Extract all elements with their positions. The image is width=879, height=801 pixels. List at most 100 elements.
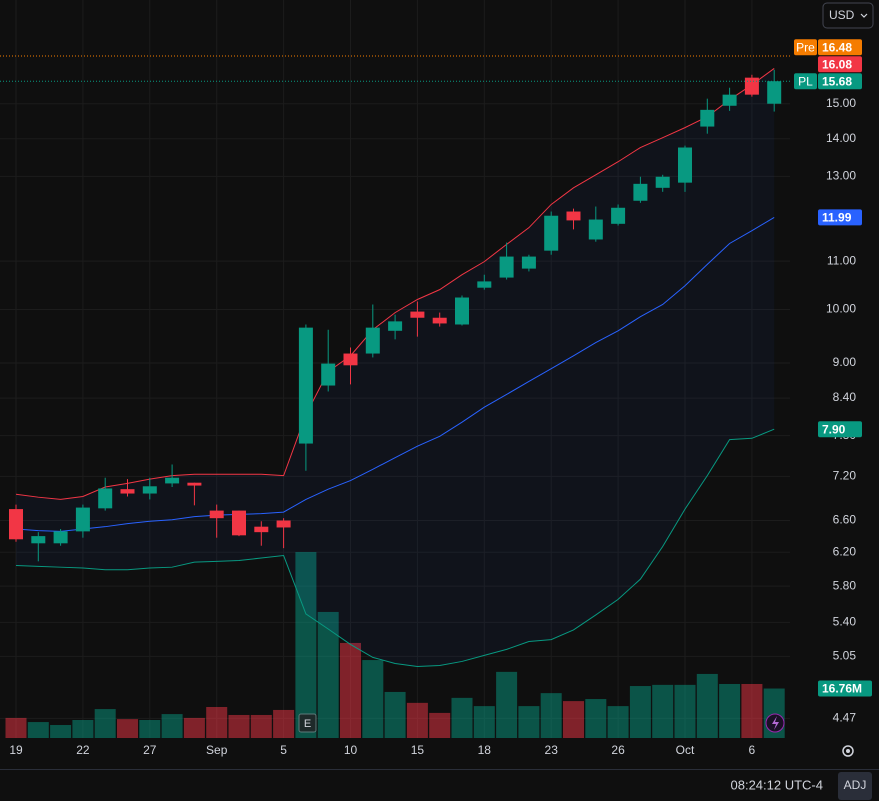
candle-body [700,109,715,127]
volume-bar [429,712,451,738]
volume-bar [518,706,540,738]
volume-bar [607,706,629,738]
price-tag-box [818,421,862,438]
candle-body [767,81,782,104]
candle-body [566,211,581,221]
price-tag-box [818,680,872,697]
settings-icon[interactable] [842,745,854,757]
candle-body [455,297,469,325]
clock: 08:24:12 UTC-4 [731,777,824,792]
volume-bar [94,709,116,738]
volume-bar [362,660,384,738]
y-tick-label: 14.00 [826,131,856,145]
volume-bar [696,673,718,738]
candle-body [611,207,626,224]
price-tag-label-box [794,39,817,56]
volume-bar [228,714,250,738]
adjust-button[interactable] [838,772,872,800]
volume-bar [652,684,674,738]
band-line [15,68,775,500]
price-tag-value: 16.76M [822,682,862,696]
candle-body [31,536,46,544]
candle-body [254,526,269,533]
alert-bolt [772,716,779,730]
candle-body [98,488,113,509]
y-tick-label: 4.47 [833,710,857,724]
candle-body [276,520,291,528]
x-tick-label: 23 [545,743,559,757]
volume-bar [563,701,584,738]
volume-bar [161,714,183,738]
x-tick-label: 26 [611,743,625,757]
candle-body [722,94,737,106]
adjust-label[interactable]: ADJ [844,778,867,792]
candle-body [343,353,358,366]
volume-bar [540,693,562,738]
volume-bar [5,717,27,738]
price-tag-value: 11.99 [822,211,852,225]
currency-button[interactable] [822,2,874,29]
plot [0,55,790,738]
y-tick-label: 15.00 [826,96,856,110]
price-tag-label-box [794,73,817,90]
candle-body [365,327,380,354]
candle-body [588,219,603,240]
y-tick-label: 5.05 [833,649,857,663]
candle-body [298,327,313,444]
y-tick-label: 6.60 [833,513,857,527]
earnings-marker[interactable] [298,713,317,733]
volume-bar [384,691,406,738]
volume-bar [317,611,339,738]
band-line [15,428,775,668]
volume-bar [585,699,607,738]
volume-bar [206,707,228,738]
y-tick-label: 8.40 [833,390,857,404]
price-tag-value: 16.08 [822,57,852,71]
volume-bar [250,714,272,738]
price-tag-box [818,39,862,56]
candle-body [120,489,135,494]
currency-label[interactable]: USD [829,8,855,22]
candle-body [633,183,648,201]
volume-bar [741,683,763,738]
price-tag-box [818,73,862,90]
volume-bar [72,719,94,738]
volume-bar [340,642,361,738]
price-tag-box [818,56,862,73]
y-tick-label: 9.00 [833,355,857,369]
earnings-label: E [304,718,311,730]
x-tick-label: 19 [9,743,23,757]
y-tick-label: 6.20 [833,544,857,558]
candle-body [410,311,425,318]
price-tag-label: Pre [796,40,815,54]
candle-body [165,477,180,484]
settings-dot [846,749,850,753]
y-tick-label: 13.00 [826,169,856,183]
x-tick-label: 10 [344,743,358,757]
volume-bar [473,706,495,738]
currency-chevron [860,13,868,18]
candle-body [9,509,23,540]
x-tick-label: 5 [280,743,287,757]
x-tick-label: 6 [749,743,756,757]
volume-bar [27,722,49,738]
volume-bar [719,683,741,738]
candle-body [53,531,68,544]
price-tag-label: PL [798,74,813,88]
axis: 15.0014.0013.0011.0010.009.008.407.807.2… [9,39,872,757]
y-tick-label: 11.00 [827,253,856,267]
candle-body [388,321,403,331]
price-tag-box [818,209,862,226]
price-tag-value: 16.48 [822,40,852,54]
price-tag-value: 15.68 [822,74,852,88]
candle-body [75,507,90,532]
candle-body [499,256,514,278]
volume-bar [117,719,138,738]
candle-body [678,147,692,183]
volume-bar [295,552,317,738]
x-tick-label: Oct [676,743,695,757]
candle-body [187,482,202,486]
volume-bar [273,709,295,738]
